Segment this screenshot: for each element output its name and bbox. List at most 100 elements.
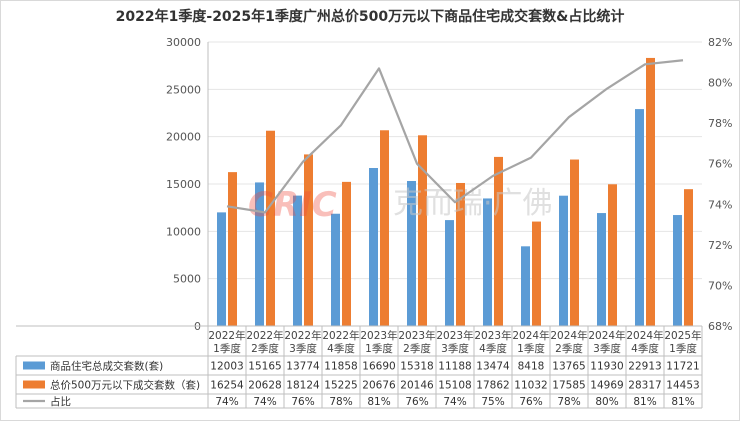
table-value: 14453 [666, 380, 699, 392]
table-value: 8418 [518, 361, 545, 373]
bar-under-500w [646, 57, 655, 326]
table-value: 18124 [286, 380, 320, 392]
table-value: 76% [405, 396, 428, 408]
bar-total [635, 109, 644, 326]
table-value: 12003 [210, 361, 243, 373]
legend-label: 占比 [50, 395, 71, 408]
table-value: 15165 [248, 361, 281, 373]
table-value: 76% [519, 396, 542, 408]
legend-label: 商品住宅总成交套数(套) [50, 360, 163, 373]
bar-total [407, 180, 416, 326]
x-tick-label-year: 2024年 [550, 329, 587, 342]
table-value: 78% [557, 396, 580, 408]
table-value: 76% [291, 396, 314, 408]
bar-total [369, 168, 378, 326]
y-left-tick-label: 30000 [166, 36, 201, 49]
table-value: 15225 [324, 380, 357, 392]
x-tick-label-year: 2023年 [436, 329, 473, 342]
bar-total [445, 220, 454, 326]
table-value: 74% [443, 396, 466, 408]
table-value: 13474 [476, 361, 510, 373]
watermark-logo: CRIC [248, 185, 337, 225]
y-right-tick-label: 72% [708, 239, 732, 252]
x-tick-label-quarter: 2季度 [403, 342, 431, 355]
table-value: 20676 [362, 380, 396, 392]
y-right-tick-label: 70% [708, 279, 732, 292]
bar-total [331, 213, 340, 326]
y-right-tick-label: 76% [708, 158, 732, 171]
x-tick-label-quarter: 4季度 [479, 342, 507, 355]
bar-total [559, 195, 568, 326]
bar-under-500w [532, 221, 541, 326]
bar-total [255, 182, 264, 326]
legend-swatch [23, 361, 45, 370]
table-value: 14969 [590, 380, 623, 392]
x-tick-label-year: 2023年 [360, 329, 397, 342]
x-tick-label-year: 2023年 [474, 329, 511, 342]
bar-total [673, 215, 682, 326]
table-value: 13774 [286, 361, 320, 373]
y-left-tick-label: 5000 [173, 273, 201, 286]
table-value: 17862 [476, 380, 509, 392]
x-tick-label-year: 2022年 [208, 329, 245, 342]
y-left-tick-label: 10000 [166, 225, 201, 238]
table-value: 11721 [666, 361, 699, 373]
bar-under-500w [380, 130, 389, 326]
table-value: 74% [215, 396, 238, 408]
table-value: 81% [633, 396, 656, 408]
bar-total [293, 195, 302, 326]
x-tick-label-quarter: 1季度 [213, 342, 241, 355]
x-tick-label-quarter: 3季度 [441, 342, 469, 355]
table-value: 17585 [552, 380, 585, 392]
x-tick-label-quarter: 3季度 [593, 342, 621, 355]
x-tick-label-quarter: 4季度 [327, 342, 355, 355]
bar-total [217, 212, 226, 326]
table-value: 15108 [438, 380, 471, 392]
bar-under-500w [418, 135, 427, 326]
bar-under-500w [608, 184, 617, 326]
bar-under-500w [570, 159, 579, 326]
watermark: CRIC 克而瑞·广佛 [248, 185, 553, 225]
x-tick-label-year: 2022年 [246, 329, 283, 342]
table-value: 11858 [324, 361, 357, 373]
x-tick-label-quarter: 3季度 [289, 342, 317, 355]
table-value: 11930 [590, 361, 623, 373]
x-tick-label-quarter: 2季度 [251, 342, 279, 355]
bar-total [597, 213, 606, 326]
x-tick-label-quarter: 1季度 [517, 342, 545, 355]
y-right-tick-label: 82% [708, 36, 732, 49]
x-tick-label-year: 2025年 [664, 329, 701, 342]
x-tick-label-year: 2024年 [512, 329, 549, 342]
watermark-text: 克而瑞·广佛 [393, 186, 553, 221]
y-left-tick-label: 15000 [166, 178, 201, 191]
table-value: 28317 [628, 380, 661, 392]
legend-label: 总价500万元以下成交套数（套) [50, 379, 200, 392]
table-value: 11188 [438, 361, 471, 373]
y-right-tick-label: 80% [708, 77, 732, 90]
x-tick-label-quarter: 2季度 [555, 342, 583, 355]
legend-swatch [23, 380, 45, 389]
y-right-tick-label: 68% [708, 320, 732, 333]
y-right-tick-label: 74% [708, 198, 732, 211]
x-tick-label-quarter: 1季度 [365, 342, 393, 355]
x-tick-label-quarter: 4季度 [631, 342, 659, 355]
table-value: 15318 [400, 361, 433, 373]
y-left-tick-label: 20000 [166, 131, 201, 144]
y-right-tick-label: 78% [708, 117, 732, 130]
x-tick-label-year: 2024年 [626, 329, 663, 342]
bar-under-500w [456, 182, 465, 326]
table-value: 20628 [248, 380, 281, 392]
x-tick-label-year: 2024年 [588, 329, 625, 342]
y-left-tick-label: 25000 [166, 83, 201, 96]
bar-under-500w [266, 130, 275, 326]
table-value: 80% [595, 396, 618, 408]
table-value: 22913 [628, 361, 661, 373]
bar-under-500w [342, 181, 351, 326]
table-value: 81% [671, 396, 694, 408]
x-tick-label-year: 2023年 [398, 329, 435, 342]
chart-title: 2022年1季度-2025年1季度广州总价500万元以下商品住宅成交套数&占比统… [116, 8, 625, 25]
table-value: 75% [481, 396, 504, 408]
bar-under-500w [684, 189, 693, 326]
table-value: 16690 [362, 361, 395, 373]
